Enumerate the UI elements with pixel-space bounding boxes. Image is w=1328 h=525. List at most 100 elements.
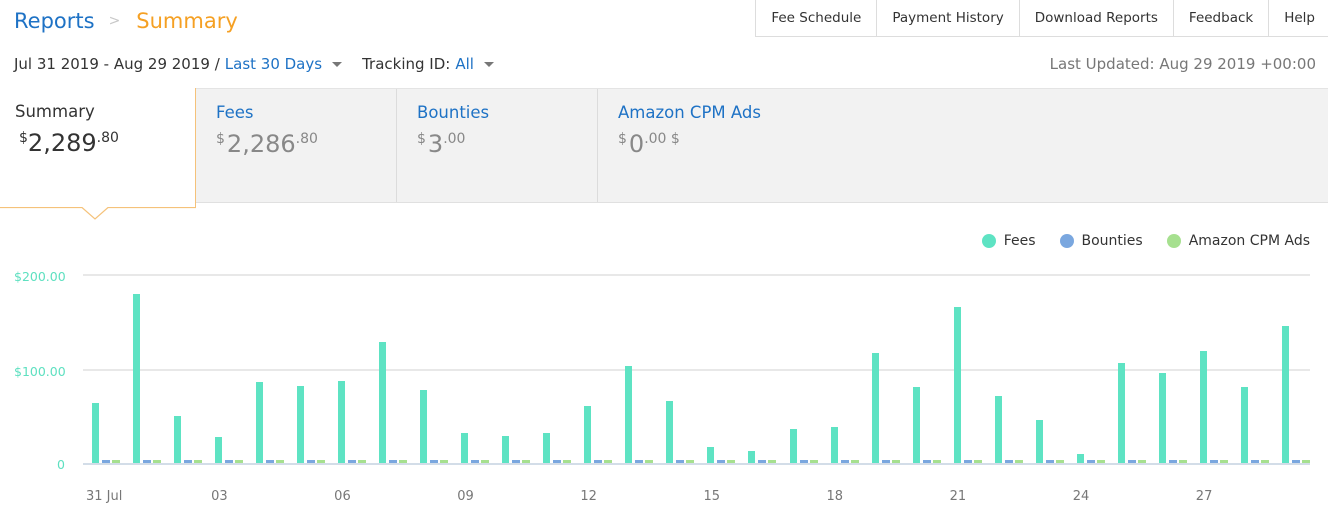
bar-fees[interactable] — [912, 387, 920, 463]
nav-help[interactable]: Help — [1284, 10, 1315, 26]
date-preset-dropdown[interactable]: Last 30 Days — [224, 55, 323, 73]
bar-amazon-cpm-ads[interactable] — [850, 460, 859, 463]
bar-amazon-cpm-ads[interactable] — [686, 460, 695, 463]
bar-bounties[interactable] — [1127, 460, 1136, 463]
bar-amazon-cpm-ads[interactable] — [153, 460, 162, 463]
bar-bounties[interactable] — [512, 460, 521, 463]
bar-fees[interactable] — [748, 450, 756, 463]
bar-amazon-cpm-ads[interactable] — [481, 460, 490, 463]
nav-fee-schedule[interactable]: Fee Schedule — [756, 0, 878, 36]
breadcrumb-reports-link[interactable]: Reports — [14, 9, 95, 33]
nav-download-reports[interactable]: Download Reports — [1020, 0, 1174, 36]
bar-fees[interactable] — [994, 395, 1002, 463]
bar-bounties[interactable] — [922, 460, 931, 463]
bar-fees[interactable] — [543, 432, 551, 463]
nav-feedback[interactable]: Feedback — [1174, 0, 1270, 36]
caret-down-icon[interactable] — [483, 61, 494, 67]
bar-amazon-cpm-ads[interactable] — [891, 460, 900, 463]
bar-fees[interactable] — [789, 428, 797, 463]
bar-amazon-cpm-ads[interactable] — [932, 460, 941, 463]
bar-fees[interactable] — [133, 293, 141, 463]
tracking-id-dropdown[interactable]: All — [455, 55, 474, 73]
bar-fees[interactable] — [1281, 325, 1289, 463]
legend-item-fees[interactable]: Fees — [981, 233, 1036, 249]
bar-amazon-cpm-ads[interactable] — [727, 460, 736, 463]
bar-fees[interactable] — [1076, 454, 1084, 463]
bar-fees[interactable] — [666, 400, 674, 463]
tab-amazon-cpm-ads[interactable]: Amazon CPM Ads $0.00 $ — [598, 89, 848, 202]
bar-fees[interactable] — [1199, 350, 1207, 463]
bar-amazon-cpm-ads[interactable] — [1219, 460, 1228, 463]
bar-amazon-cpm-ads[interactable] — [1301, 460, 1310, 463]
bar-fees[interactable] — [92, 402, 99, 463]
bar-amazon-cpm-ads[interactable] — [317, 460, 326, 463]
bar-bounties[interactable] — [1168, 460, 1177, 463]
tab-summary[interactable]: Summary $2,289.80 — [0, 88, 196, 208]
bar-amazon-cpm-ads[interactable] — [563, 460, 572, 463]
bar-amazon-cpm-ads[interactable] — [1096, 460, 1105, 463]
bar-bounties[interactable] — [102, 460, 110, 463]
bar-fees[interactable] — [1240, 387, 1248, 463]
legend-item-cpm[interactable]: Amazon CPM Ads — [1166, 233, 1310, 249]
bar-fees[interactable] — [1117, 362, 1125, 463]
bar-bounties[interactable] — [266, 460, 275, 463]
bar-bounties[interactable] — [471, 460, 480, 463]
bar-bounties[interactable] — [758, 460, 767, 463]
tab-bounties[interactable]: Bounties $3.00 — [397, 89, 598, 202]
bar-amazon-cpm-ads[interactable] — [1014, 460, 1023, 463]
bar-fees[interactable] — [379, 342, 387, 463]
bar-fees[interactable] — [420, 390, 428, 463]
bar-bounties[interactable] — [143, 460, 152, 463]
bar-fees[interactable] — [1035, 420, 1043, 463]
bar-bounties[interactable] — [1209, 460, 1218, 463]
bar-bounties[interactable] — [840, 460, 849, 463]
bar-bounties[interactable] — [881, 460, 890, 463]
legend-item-bounties[interactable]: Bounties — [1059, 233, 1143, 249]
bar-bounties[interactable] — [717, 460, 726, 463]
bar-amazon-cpm-ads[interactable] — [604, 460, 613, 463]
bar-bounties[interactable] — [799, 460, 808, 463]
bar-bounties[interactable] — [1291, 460, 1300, 463]
bar-fees[interactable] — [707, 446, 715, 463]
bar-bounties[interactable] — [1045, 460, 1054, 463]
bar-fees[interactable] — [174, 415, 182, 463]
tab-fees[interactable]: Fees $2,286.80 — [196, 89, 397, 202]
bar-bounties[interactable] — [430, 460, 439, 463]
bar-amazon-cpm-ads[interactable] — [276, 460, 285, 463]
bar-fees[interactable] — [461, 432, 469, 463]
bar-fees[interactable] — [215, 436, 223, 463]
bar-amazon-cpm-ads[interactable] — [194, 460, 203, 463]
bar-bounties[interactable] — [184, 460, 193, 463]
bar-fees[interactable] — [297, 386, 305, 463]
bar-fees[interactable] — [338, 380, 346, 463]
bar-amazon-cpm-ads[interactable] — [645, 460, 654, 463]
caret-down-icon[interactable] — [332, 61, 343, 67]
bar-amazon-cpm-ads[interactable] — [1178, 460, 1187, 463]
bar-bounties[interactable] — [676, 460, 685, 463]
bar-bounties[interactable] — [348, 460, 357, 463]
bar-bounties[interactable] — [389, 460, 398, 463]
bar-amazon-cpm-ads[interactable] — [1055, 460, 1064, 463]
bar-bounties[interactable] — [1250, 460, 1259, 463]
bar-amazon-cpm-ads[interactable] — [522, 460, 531, 463]
bar-amazon-cpm-ads[interactable] — [973, 460, 982, 463]
bar-fees[interactable] — [502, 435, 510, 463]
bar-amazon-cpm-ads[interactable] — [358, 460, 367, 463]
bar-bounties[interactable] — [553, 460, 562, 463]
bar-fees[interactable] — [871, 353, 879, 463]
bar-bounties[interactable] — [307, 460, 316, 463]
bar-bounties[interactable] — [635, 460, 644, 463]
bar-amazon-cpm-ads[interactable] — [809, 460, 818, 463]
bar-fees[interactable] — [830, 427, 838, 463]
bar-amazon-cpm-ads[interactable] — [1137, 460, 1146, 463]
bar-fees[interactable] — [625, 365, 633, 463]
bar-amazon-cpm-ads[interactable] — [1260, 460, 1269, 463]
bar-amazon-cpm-ads[interactable] — [399, 460, 408, 463]
bar-fees[interactable] — [256, 381, 264, 463]
bar-fees[interactable] — [953, 307, 961, 463]
bar-bounties[interactable] — [1086, 460, 1095, 463]
nav-payment-history[interactable]: Payment History — [877, 0, 1020, 36]
bar-amazon-cpm-ads[interactable] — [440, 460, 449, 463]
bar-bounties[interactable] — [1004, 460, 1013, 463]
bar-bounties[interactable] — [963, 460, 972, 463]
